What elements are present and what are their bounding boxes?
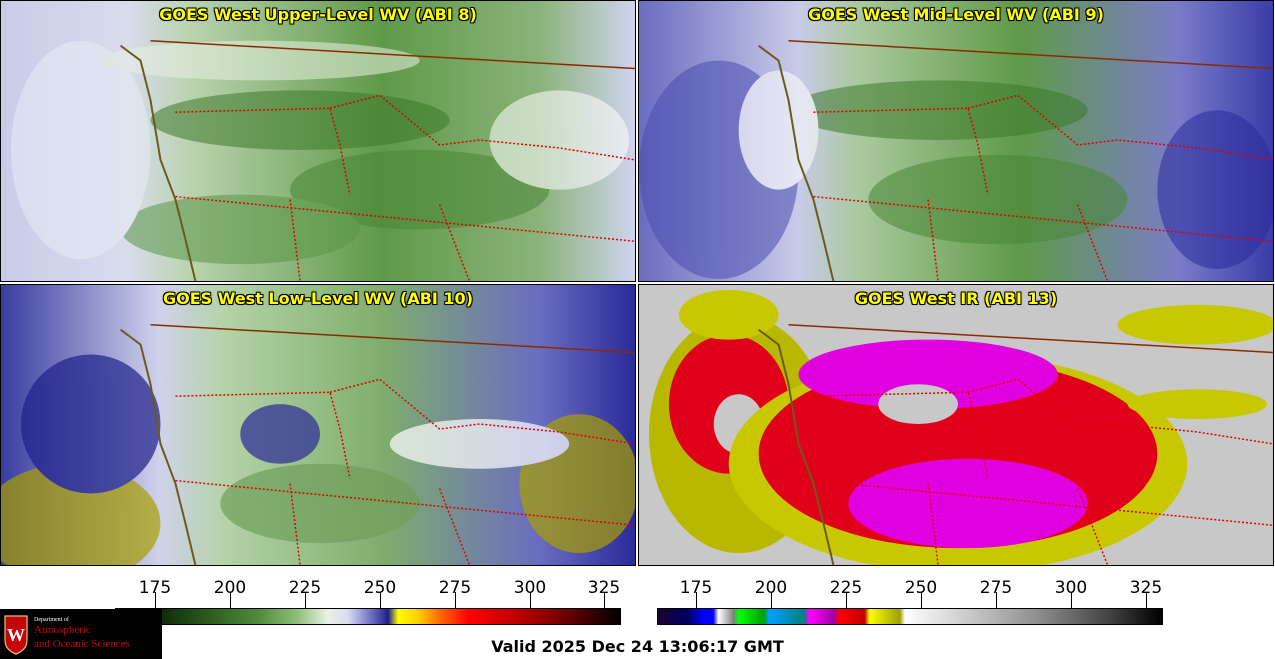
wv-tick: [604, 592, 605, 608]
logo-name-line1: Atmospheric: [34, 624, 91, 636]
ir-colorbar: [657, 608, 1163, 625]
wv-tick: [455, 592, 456, 608]
ir-panel: GOES West IR (ABI 13): [638, 284, 1274, 566]
wv-tick-label: 250: [363, 578, 397, 598]
valid-time: Valid 2025 Dec 24 13:06:17 GMT: [491, 637, 784, 656]
low-level-wv-title: GOES West Low-Level WV (ABI 10): [162, 289, 473, 308]
ir-tick: [1146, 592, 1147, 608]
ir-image: [639, 285, 1273, 565]
ir-tick-label: 200: [754, 578, 788, 598]
crest-letter: W: [7, 625, 25, 645]
ir-tick-label: 275: [979, 578, 1013, 598]
upper-level-wv-title: GOES West Upper-Level WV (ABI 8): [159, 5, 477, 24]
ir-tick: [696, 592, 697, 608]
mid-level-wv-title: GOES West Mid-Level WV (ABI 9): [808, 5, 1104, 24]
low-level-wv-image: [1, 285, 635, 565]
wv-tick: [305, 592, 306, 608]
ir-title: GOES West IR (ABI 13): [854, 289, 1058, 308]
wv-colorbar: [115, 608, 621, 625]
ir-tick: [771, 592, 772, 608]
logo-department-label: Department of: [34, 617, 69, 623]
wv-tick-label: 175: [138, 578, 172, 598]
mid-level-wv-image: [639, 1, 1273, 281]
logo-name-line2: and Oceanic Sciences: [34, 638, 130, 650]
low-level-wv-panel: GOES West Low-Level WV (ABI 10): [0, 284, 636, 566]
ir-tick: [846, 592, 847, 608]
ir-tick-label: 250: [904, 578, 938, 598]
ir-tick-label: 225: [829, 578, 863, 598]
wv-tick-label: 225: [288, 578, 322, 598]
wv-tick: [380, 592, 381, 608]
wv-tick: [155, 592, 156, 608]
wv-tick: [230, 592, 231, 608]
ir-tick: [996, 592, 997, 608]
ir-tick: [1071, 592, 1072, 608]
uw-crest-icon: W: [4, 615, 28, 655]
upper-level-wv-panel: GOES West Upper-Level WV (ABI 8): [0, 0, 636, 282]
wv-tick-label: 300: [513, 578, 547, 598]
wv-tick-label: 275: [438, 578, 472, 598]
ir-tick-label: 325: [1129, 578, 1163, 598]
wv-tick-label: 200: [213, 578, 247, 598]
ir-tick-label: 175: [679, 578, 713, 598]
ir-tick: [921, 592, 922, 608]
ir-tick-label: 300: [1054, 578, 1088, 598]
upper-level-wv-image: [1, 1, 635, 281]
wv-tick-label: 325: [587, 578, 621, 598]
mid-level-wv-panel: GOES West Mid-Level WV (ABI 9): [638, 0, 1274, 282]
wv-tick: [530, 592, 531, 608]
aos-logo: W Department of Atmospheric and Oceanic …: [0, 609, 162, 659]
